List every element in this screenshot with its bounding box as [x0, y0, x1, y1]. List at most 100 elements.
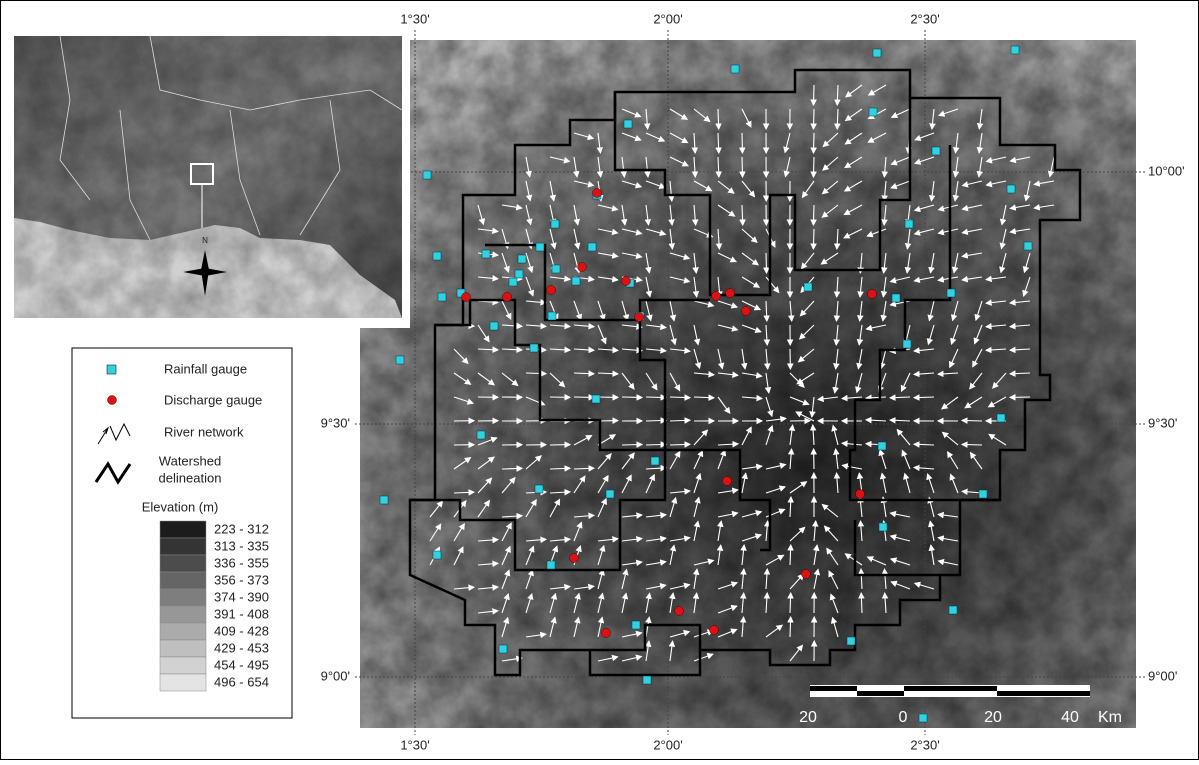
discharge-gauge	[802, 570, 811, 579]
scale-label: 20	[984, 709, 1002, 726]
river-segment	[670, 444, 690, 445]
rainfall-gauge	[482, 250, 490, 258]
elevation-swatch	[160, 589, 206, 606]
lat-label: 9°30'	[1148, 415, 1177, 430]
legend-label: Rainfall gauge	[164, 361, 247, 376]
discharge-gauge	[726, 289, 735, 298]
river-segment	[766, 253, 767, 273]
rainfall-gauge	[873, 49, 881, 57]
rainfall-gauge	[932, 147, 940, 155]
rainfall-gauge	[731, 65, 739, 73]
elevation-label: 223 - 312	[214, 521, 269, 536]
rainfall-symbol	[107, 365, 116, 374]
rainfall-gauge	[423, 171, 431, 179]
lon-label: 2°30'	[910, 11, 939, 26]
legend-label: River network	[164, 424, 244, 439]
elevation-swatch	[160, 572, 206, 589]
river-segment	[718, 109, 719, 129]
elevation-swatch	[160, 623, 206, 640]
rainfall-gauge	[433, 252, 441, 260]
elevation-label: 374 - 390	[214, 589, 269, 604]
river-segment	[622, 397, 642, 398]
river-segment	[813, 205, 814, 225]
rainfall-gauge	[949, 606, 957, 614]
river-segment	[742, 205, 743, 225]
river-segment	[670, 397, 690, 398]
scale-label: 40	[1061, 709, 1079, 726]
lon-label: 2°00'	[653, 11, 682, 26]
discharge-gauge	[602, 629, 611, 638]
river-segment	[790, 545, 791, 565]
discharge-gauge	[856, 490, 865, 499]
elevation-label: 336 - 355	[214, 555, 269, 570]
rainfall-gauge	[1024, 242, 1032, 250]
scale-unit: Km	[1098, 709, 1122, 726]
lat-label: 10°00'	[1148, 163, 1185, 178]
inset-map: N	[8, 30, 410, 328]
river-segment	[670, 420, 690, 421]
rainfall-gauge	[536, 243, 544, 251]
scale-segment	[810, 686, 857, 691]
river-segment	[502, 468, 522, 469]
scale-segment	[997, 691, 1090, 696]
lon-label: 1°30'	[400, 11, 429, 26]
discharge-gauge	[712, 292, 721, 301]
rainfall-gauge	[878, 442, 886, 450]
rainfall-gauge	[509, 278, 517, 286]
discharge-gauge	[742, 307, 751, 316]
lat-label: 9°00'	[321, 668, 350, 683]
discharge-gauge	[462, 293, 471, 302]
river-segment	[914, 397, 934, 398]
rainfall-gauge	[535, 485, 543, 493]
legend: Rainfall gauge Discharge gauge River net…	[72, 348, 292, 718]
rainfall-gauge	[919, 714, 927, 722]
scale-segment	[904, 686, 997, 691]
river-segment	[742, 157, 743, 177]
discharge-gauge	[593, 189, 602, 198]
rainfall-gauge	[515, 270, 523, 278]
rainfall-gauge	[947, 289, 955, 297]
rainfall-gauge	[499, 645, 507, 653]
rainfall-gauge	[396, 356, 404, 364]
rainfall-gauge	[643, 676, 651, 684]
scale-label: 0	[899, 709, 908, 726]
rainfall-gauge	[572, 277, 580, 285]
lon-label: 2°30'	[910, 737, 939, 752]
scale-segment	[857, 691, 904, 696]
river-segment	[646, 420, 666, 421]
discharge-gauge	[635, 313, 644, 322]
legend-label: Discharge gauge	[164, 392, 262, 407]
elevation-swatch	[160, 555, 206, 572]
elevation-label: 356 - 373	[214, 572, 269, 587]
discharge-gauge	[570, 554, 579, 563]
river-segment	[646, 397, 666, 398]
rainfall-gauge	[606, 490, 614, 498]
rainfall-gauge	[847, 637, 855, 645]
lon-label: 1°30'	[400, 737, 429, 752]
rainfall-gauge	[530, 344, 538, 352]
rainfall-gauge	[592, 395, 600, 403]
discharge-gauge	[868, 290, 877, 299]
river-segment	[962, 420, 982, 421]
scale-label: 20	[799, 709, 817, 726]
river-segment	[813, 133, 814, 153]
river-segment	[622, 444, 642, 445]
elevation-swatch	[160, 674, 206, 691]
rainfall-gauge	[490, 322, 498, 330]
river-segment	[646, 444, 666, 445]
discharge-gauge	[622, 277, 631, 286]
lat-label: 9°30'	[321, 415, 350, 430]
rainfall-gauge	[624, 120, 632, 128]
rainfall-gauge	[892, 294, 900, 302]
rainfall-gauge	[905, 220, 913, 228]
discharge-gauge	[578, 263, 587, 272]
rainfall-gauge	[1011, 46, 1019, 54]
north-label: N	[202, 236, 208, 245]
rainfall-gauge	[903, 340, 911, 348]
rainfall-gauge	[588, 243, 596, 251]
elevation-label: 454 - 495	[214, 657, 269, 672]
rainfall-gauge	[547, 561, 555, 569]
legend-title: Elevation (m)	[142, 499, 219, 514]
elevation-swatch	[160, 606, 206, 623]
